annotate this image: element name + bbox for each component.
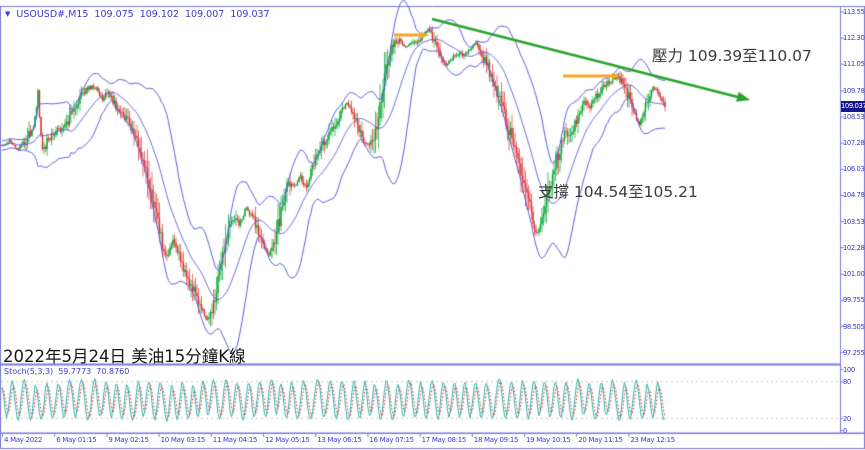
stoch-name: Stoch(5,3,3) [4, 367, 54, 376]
price-axis-label: 97.255 [843, 348, 865, 357]
low-value: 109.007 [185, 9, 225, 20]
price-axis-label: 104.780 [843, 191, 865, 200]
time-axis-label: 23 May 12:15 [630, 436, 675, 444]
price-axis-label: 102.280 [843, 243, 865, 252]
time-axis-label: 9 May 02:15 [108, 436, 149, 444]
high-value: 109.102 [139, 9, 180, 20]
close-value: 109.037 [230, 9, 270, 20]
time-axis-label: 12 May 05:15 [265, 436, 310, 444]
stoch-axis-label: 80 [843, 378, 851, 387]
time-axis-label: 13 May 06:15 [317, 436, 362, 444]
open-value: 109.075 [94, 9, 134, 20]
time-axis-label: 11 May 04:15 [212, 436, 258, 444]
price-axis-label: 98.505 [843, 322, 865, 331]
stoch-axis-label: 0 [843, 427, 847, 435]
price-axis-label: 108.530 [843, 113, 865, 122]
current-price-tag: 109.037 [841, 100, 865, 112]
time-axis-label: 16 May 07:15 [369, 436, 414, 444]
stoch-d-value: 70.8760 [96, 367, 130, 376]
time-axis-label: 10 May 03:15 [160, 436, 206, 444]
price-axis-label: 99.755 [843, 296, 865, 305]
support-annotation: 支撐 104.54至105.21 [538, 183, 698, 201]
time-axis-label: 6 May 01:15 [56, 436, 97, 444]
time-axis-label: 20 May 11:15 [578, 436, 623, 444]
symbol-dropdown-icon[interactable]: ▼ [5, 10, 11, 18]
resistance-annotation: 壓力 109.39至110.07 [652, 47, 812, 65]
stoch-indicator-label: Stoch(5,3,3) 59.7773 70.8760 [4, 367, 129, 376]
price-axis-label: 106.030 [843, 165, 865, 174]
price-axis-label: 112.305 [843, 34, 865, 43]
price-axis-label: 109.780 [843, 86, 865, 95]
price-axis-label: 103.530 [843, 217, 865, 226]
price-axis-label: 113.555 [843, 8, 865, 16]
price-axis-label: 111.055 [843, 60, 865, 69]
time-axis-label: 19 May 10:15 [526, 436, 571, 444]
price-axis-label: 101.005 [843, 270, 865, 279]
time-axis-label: 17 May 08:15 [421, 436, 467, 444]
symbol-bar: ▼ USOUSD#,M15 109.075 109.102 109.007 10… [5, 9, 270, 20]
chart-caption: 2022年5月24日 美油15分鐘K線 [3, 347, 246, 366]
price-axis-label: 107.280 [843, 139, 865, 148]
time-axis-label: 18 May 09:15 [473, 436, 519, 444]
symbol-timeframe-label: USOUSD#,M15 [16, 9, 89, 20]
stoch-axis-label: 100 [843, 366, 855, 374]
stoch-axis-label: 20 [843, 414, 851, 423]
time-axis-label: 4 May 2022 [4, 436, 43, 444]
stoch-k-value: 59.7773 [58, 367, 92, 376]
